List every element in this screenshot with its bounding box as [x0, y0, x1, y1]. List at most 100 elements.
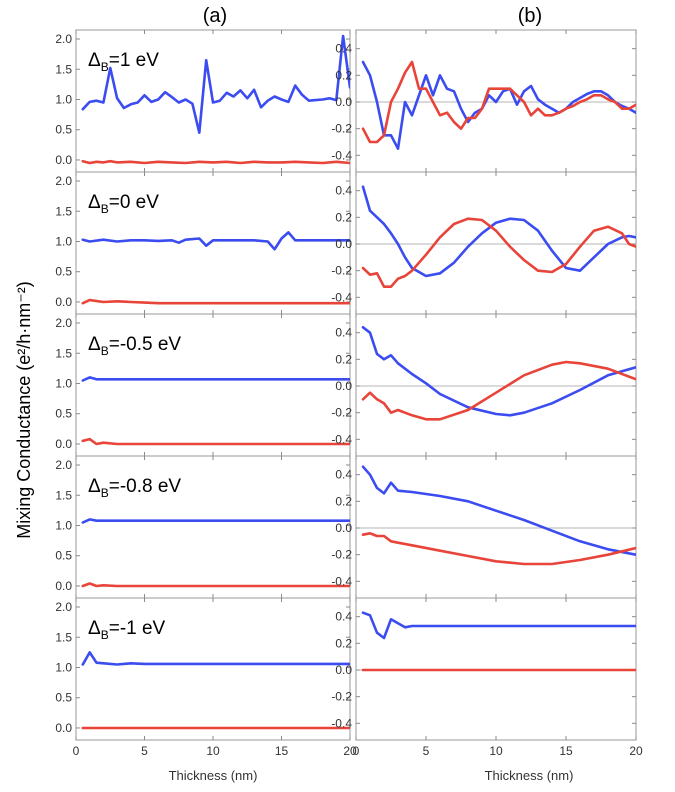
y-tick-label: -0.2 — [331, 548, 352, 562]
y-tick-label: 0.5 — [55, 407, 72, 421]
y-tick-label: -0.4 — [331, 716, 352, 730]
y-tick-label: 0.0 — [335, 379, 352, 393]
x-tick-label: 5 — [423, 744, 430, 758]
y-tick-label: 2.0 — [55, 316, 72, 330]
panel-a-row3: 0.0 0.5 1.0 1.5 2.0 ΔB=-0.5 eV — [55, 313, 351, 457]
red-series-line — [361, 360, 636, 421]
y-tick-label: -0.4 — [331, 148, 352, 162]
delta-subscript: B — [101, 344, 109, 358]
y-tick-label: 0.0 — [55, 153, 72, 167]
panels-group: 0.00.51.01.52.0ΔB=1 eV-0.4-0.20.00.20.40… — [55, 29, 643, 758]
panel-a-row4: 0.0 0.5 1.0 1.5 2.0 ΔB=-0.8 eV — [55, 455, 351, 599]
panel-b-row5: -0.4 -0.2 0.0 0.2 0.4 0 5 10 15 20 — [331, 597, 643, 758]
panel-b-row4: -0.4 -0.2 0.0 0.2 0.4 — [331, 455, 637, 599]
y-tick-label: 0.0 — [55, 579, 72, 593]
delta-symbol: Δ — [88, 618, 101, 639]
y-tick-label: 0.5 — [55, 691, 72, 705]
y-tick-label: 0.5 — [55, 265, 72, 279]
column-title-a: (a) — [203, 5, 227, 27]
blue-series-line — [81, 651, 350, 666]
red-series-line — [81, 437, 350, 446]
delta-symbol: Δ — [88, 334, 101, 355]
x-tick-label: 20 — [343, 744, 357, 758]
y-tick-label: 0.4 — [335, 468, 352, 482]
y-tick-label: 0.0 — [335, 237, 352, 251]
x-tick-label: 20 — [629, 744, 643, 758]
panel-frame — [355, 313, 637, 457]
delta-subscript: B — [101, 202, 109, 216]
panel-a-row5: 0.0 0.5 1.0 1.5 2.0 0 5 10 15 20 ΔB=-1 eV — [55, 597, 357, 758]
delta-symbol: Δ — [88, 192, 101, 213]
y-tick-label: 1.5 — [55, 204, 72, 218]
red-series-line — [81, 582, 350, 588]
y-tick-label: 0.5 — [55, 549, 72, 563]
y-tick-label: 2.0 — [55, 174, 72, 188]
y-tick-label: 1.5 — [55, 346, 72, 360]
blue-series-line — [361, 465, 636, 557]
blue-series-line — [81, 518, 350, 524]
blue-series-line — [361, 325, 636, 417]
y-tick-label: 0.0 — [55, 437, 72, 451]
delta-value: =1 eV — [109, 50, 160, 71]
blue-series-line — [81, 34, 350, 134]
y-tick-label: -0.2 — [331, 122, 352, 136]
x-axis-label-a: Thickness (nm) — [169, 768, 258, 783]
red-series-line — [81, 298, 350, 305]
delta-b-annotation: ΔB=0 eV — [88, 192, 159, 216]
y-tick-label: 0.2 — [335, 494, 352, 508]
panel-a-row2: 0.0 0.5 1.0 1.5 2.0 ΔB=0 eV — [55, 171, 351, 315]
y-tick-label: 2.0 — [55, 32, 72, 46]
x-tick-label: 15 — [275, 744, 289, 758]
y-tick-label: 1.5 — [55, 488, 72, 502]
y-tick-label: 0.4 — [335, 184, 352, 198]
x-tick-label: 10 — [206, 744, 220, 758]
delta-b-annotation: ΔB=-0.8 eV — [88, 476, 181, 500]
delta-value: =-0.5 eV — [109, 334, 182, 355]
x-tick-label: 5 — [141, 744, 148, 758]
x-tick-label: 15 — [559, 744, 573, 758]
y-tick-label: -0.4 — [331, 432, 352, 446]
delta-b-annotation: ΔB=-0.5 eV — [88, 334, 181, 358]
y-tick-label: 1.0 — [55, 234, 72, 248]
y-tick-label: 0.0 — [55, 721, 72, 735]
y-tick-label: 0.2 — [335, 636, 352, 650]
delta-value: =-0.8 eV — [109, 476, 182, 497]
y-tick-label: 0.5 — [55, 123, 72, 137]
y-tick-label: 0.2 — [335, 352, 352, 366]
x-tick-label: 10 — [489, 744, 503, 758]
x-tick-label: 0 — [73, 744, 80, 758]
y-tick-label: -0.4 — [331, 574, 352, 588]
delta-subscript: B — [101, 486, 109, 500]
delta-value: =-1 eV — [109, 618, 166, 639]
y-tick-label: 1.0 — [55, 376, 72, 390]
delta-subscript: B — [101, 628, 109, 642]
y-tick-label: 2.0 — [55, 458, 72, 472]
x-axis-label-b: Thickness (nm) — [485, 768, 574, 783]
red-series-line — [81, 159, 350, 165]
blue-series-line — [361, 611, 636, 640]
blue-series-line — [361, 60, 636, 150]
y-tick-label: 1.5 — [55, 62, 72, 76]
y-tick-label: -0.2 — [331, 690, 352, 704]
y-tick-label: -0.2 — [331, 406, 352, 420]
y-tick-label: 0.0 — [335, 95, 352, 109]
red-series-line — [361, 531, 636, 566]
delta-symbol: Δ — [88, 476, 101, 497]
delta-b-annotation: ΔB=-1 eV — [88, 618, 166, 642]
panel-b-row3: -0.4 -0.2 0.0 0.2 0.4 — [331, 313, 637, 457]
delta-subscript: B — [101, 60, 109, 74]
column-title-b: (b) — [518, 5, 542, 27]
panel-b-row1: -0.4 -0.2 0.0 0.2 0.4 — [331, 29, 637, 173]
panel-a-row1: 0.0 0.5 1.0 1.5 2.0 ΔB=1 eV — [55, 29, 351, 173]
delta-b-annotation: ΔB=1 eV — [88, 50, 159, 74]
y-tick-label: 2.0 — [55, 600, 72, 614]
y-tick-label: -0.2 — [331, 264, 352, 278]
red-series-line — [361, 60, 636, 144]
delta-value: =0 eV — [109, 192, 160, 213]
y-tick-label: 0.4 — [335, 610, 352, 624]
x-tick-label: 0 — [353, 744, 360, 758]
delta-symbol: Δ — [88, 50, 101, 71]
y-tick-label: 0.0 — [335, 521, 352, 535]
y-tick-label: 0.2 — [335, 68, 352, 82]
